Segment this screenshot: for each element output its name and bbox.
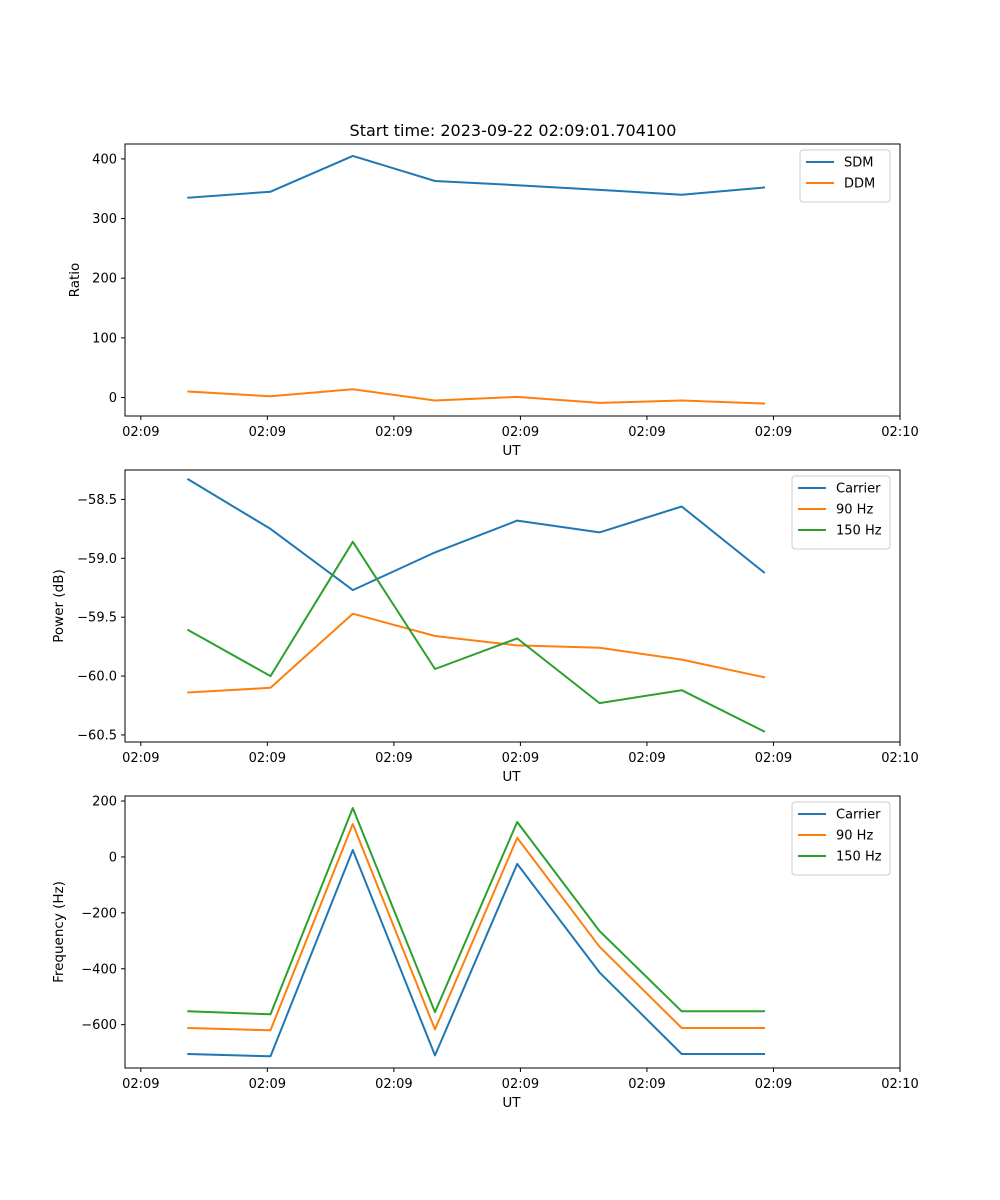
frequency-axes-frame bbox=[124, 795, 901, 1069]
power-x-tick-label: 02:09 bbox=[755, 751, 792, 766]
frequency-y-tick-label: 200 bbox=[92, 795, 117, 810]
ratio-x-tick-label: 02:09 bbox=[375, 425, 412, 440]
frequency-y-tick-label: 0 bbox=[109, 850, 117, 865]
power-x-tick-label: 02:09 bbox=[249, 751, 286, 766]
ratio-y-tick-label: 0 bbox=[109, 391, 117, 406]
power-legend-label-150-hz: 150 Hz bbox=[836, 524, 882, 539]
frequency-y-tick-label: −400 bbox=[81, 962, 117, 977]
frequency-subplot: 02:09 02:09 02:09 02:09 02:09 02:09 02:10 200 0 −… bbox=[51, 795, 919, 1111]
power-series-90-hz bbox=[187, 612, 766, 694]
ratio-x-tick-label: 02:10 bbox=[881, 425, 918, 440]
frequency-series-carrier bbox=[187, 849, 765, 1058]
ratio-x-tick-label: 02:09 bbox=[628, 425, 665, 440]
ratio-axes-frame bbox=[124, 143, 901, 417]
chart-title: Start time: 2023-09-22 02:09:01.704100 bbox=[350, 121, 677, 140]
ratio-y-tick-label: 400 bbox=[92, 152, 117, 167]
ratio-series-ddm bbox=[187, 388, 766, 405]
power-y-tick-label: −58.5 bbox=[77, 493, 117, 508]
ratio-x-axis-label: UT bbox=[502, 443, 521, 459]
power-legend-label-90-hz: 90 Hz bbox=[836, 503, 873, 518]
ratio-subplot: 02:09 02:09 02:09 02:09 02:09 02:09 02:10 0 100 2… bbox=[67, 143, 919, 459]
frequency-x-tick-label: 02:09 bbox=[249, 1077, 286, 1092]
frequency-legend-label-carrier: Carrier bbox=[836, 808, 881, 823]
ratio-y-tick-label: 300 bbox=[92, 212, 117, 227]
ratio-x-tick-label: 02:09 bbox=[122, 425, 159, 440]
frequency-x-tick-label: 02:10 bbox=[881, 1077, 918, 1092]
power-series-carrier bbox=[186, 478, 766, 592]
power-y-axis-label: Power (dB) bbox=[51, 569, 67, 642]
ratio-legend-label-ddm: DDM bbox=[844, 177, 875, 192]
ratio-x-tick-label: 02:09 bbox=[249, 425, 286, 440]
frequency-x-tick-label: 02:09 bbox=[502, 1077, 539, 1092]
ratio-legend-label-sdm: SDM bbox=[844, 156, 873, 171]
power-series-150-hz bbox=[186, 540, 766, 733]
ratio-y-tick-label: 200 bbox=[92, 272, 117, 287]
frequency-legend-label-150-hz: 150 Hz bbox=[836, 850, 882, 865]
power-y-tick-label: −59.5 bbox=[77, 611, 117, 626]
power-x-tick-label: 02:09 bbox=[375, 751, 412, 766]
frequency-legend: Carrier 90 Hz 150 Hz bbox=[791, 801, 891, 876]
frequency-series-90-hz bbox=[187, 823, 765, 1032]
power-x-axis-label: UT bbox=[502, 769, 521, 785]
power-y-tick-label: −60.0 bbox=[77, 670, 117, 685]
power-y-tick-label: −60.5 bbox=[77, 728, 117, 743]
power-x-tick-label: 02:09 bbox=[502, 751, 539, 766]
ratio-legend: SDM DDM bbox=[799, 149, 891, 203]
power-x-tick-label: 02:09 bbox=[628, 751, 665, 766]
power-y-tick-label: −59.0 bbox=[77, 552, 117, 567]
frequency-x-tick-label: 02:09 bbox=[375, 1077, 412, 1092]
frequency-x-tick-label: 02:09 bbox=[628, 1077, 665, 1092]
frequency-y-axis-label: Frequency (Hz) bbox=[51, 881, 67, 983]
power-axes-frame bbox=[124, 469, 901, 743]
ratio-y-axis-label: Ratio bbox=[67, 263, 83, 298]
power-x-tick-label: 02:10 bbox=[881, 751, 918, 766]
ratio-y-tick-label: 100 bbox=[92, 331, 117, 346]
ratio-series-sdm bbox=[187, 154, 766, 199]
frequency-legend-label-90-hz: 90 Hz bbox=[836, 829, 873, 844]
power-legend: Carrier 90 Hz 150 Hz bbox=[791, 475, 891, 550]
frequency-y-tick-label: −200 bbox=[81, 906, 117, 921]
power-x-tick-label: 02:09 bbox=[122, 751, 159, 766]
frequency-x-tick-label: 02:09 bbox=[755, 1077, 792, 1092]
frequency-y-tick-label: −600 bbox=[81, 1018, 117, 1033]
power-subplot: 02:09 02:09 02:09 02:09 02:09 02:09 02:10 −58.5… bbox=[51, 469, 919, 785]
frequency-x-axis-label: UT bbox=[502, 1095, 521, 1111]
ratio-x-tick-label: 02:09 bbox=[755, 425, 792, 440]
frequency-series-150-hz bbox=[187, 807, 765, 1016]
ratio-x-tick-label: 02:09 bbox=[502, 425, 539, 440]
power-legend-label-carrier: Carrier bbox=[836, 482, 881, 497]
frequency-x-tick-label: 02:09 bbox=[122, 1077, 159, 1092]
